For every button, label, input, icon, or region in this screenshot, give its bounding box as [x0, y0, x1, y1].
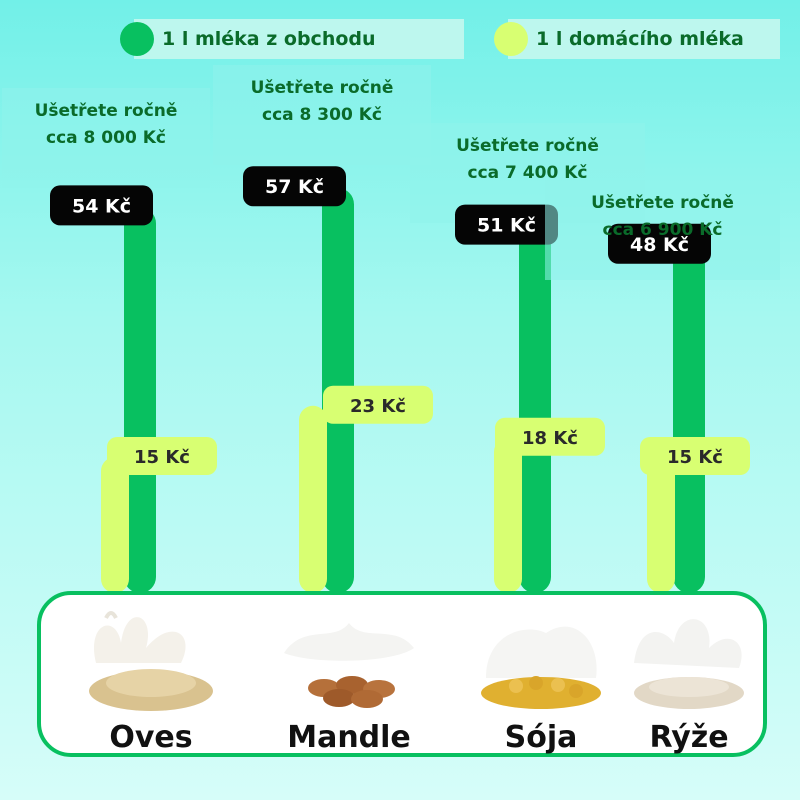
- annotation-box-0: [2, 88, 210, 188]
- price-pill-store-0: [50, 185, 153, 226]
- legend-home: 1 l domácího mléka: [494, 19, 780, 59]
- legend-store-swatch: [120, 22, 154, 56]
- price-label-home-1: 23 Kč: [350, 396, 406, 417]
- product-label-oats: Oves: [109, 720, 193, 755]
- savings-annotation-line1-1: Ušetřete ročně: [251, 78, 394, 98]
- oats-milk-splash-icon: [89, 611, 213, 711]
- product-label-almonds: Mandle: [287, 720, 411, 755]
- bar-home-2: [494, 437, 522, 593]
- price-pill-home-1: [323, 385, 433, 424]
- price-pill-store-1: [243, 166, 346, 207]
- price-label-home-2: 18 Kč: [522, 428, 578, 449]
- almond-milk-splash-icon: [284, 623, 414, 708]
- annotation-box-1: [213, 65, 431, 165]
- price-pill-home-3: [640, 437, 750, 475]
- product-label-rice: Rýže: [649, 720, 729, 755]
- legend-home-swatch: [494, 22, 528, 56]
- bar-home-0: [101, 457, 129, 593]
- product-rice: Rýže: [614, 603, 764, 753]
- price-pill-home-2: [495, 417, 605, 456]
- soy-milk-splash-icon: [481, 626, 601, 709]
- price-pill-store-2: [455, 204, 558, 245]
- price-label-store-2: 51 Kč: [477, 215, 536, 237]
- bar-store-3: [673, 245, 705, 594]
- savings-annotation-line1-0: Ušetřete ročně: [35, 101, 178, 121]
- savings-annotation-line2-2: cca 7 400 Kč: [468, 163, 588, 183]
- product-label-soy: Sója: [504, 720, 578, 755]
- price-pill-home-0: [107, 437, 217, 475]
- price-label-store-1: 57 Kč: [265, 176, 324, 198]
- product-soy: Sója: [461, 603, 621, 753]
- legend-store: 1 l mléka z obchodu: [120, 19, 464, 59]
- price-label-store-0: 54 Kč: [72, 195, 131, 217]
- bar-store-2: [519, 226, 551, 593]
- legend-home-label: 1 l domácího mléka: [536, 28, 744, 50]
- bar-home-3: [647, 457, 675, 593]
- product-almonds: Mandle: [259, 603, 439, 753]
- product-card: Oves Mandle Sója Rýže: [37, 591, 767, 757]
- price-label-home-3: 15 Kč: [667, 447, 723, 468]
- bar-store-0: [124, 207, 156, 593]
- savings-annotation-line2-1: cca 8 300 Kč: [262, 105, 382, 125]
- savings-annotation-line1-3: Ušetřete ročně: [591, 193, 734, 213]
- savings-annotation-line2-3: cca 6 900 Kč: [603, 220, 723, 240]
- product-oats: Oves: [71, 603, 231, 753]
- rice-milk-splash-icon: [634, 619, 744, 709]
- price-label-store-3: 48 Kč: [630, 234, 689, 256]
- price-pill-store-3: [608, 223, 711, 264]
- bar-home-1: [299, 405, 327, 593]
- savings-annotation-line2-0: cca 8 000 Kč: [46, 128, 166, 148]
- price-label-home-0: 15 Kč: [134, 447, 190, 468]
- savings-annotation-line1-2: Ušetřete ročně: [456, 136, 599, 156]
- legend-store-label: 1 l mléka z obchodu: [162, 28, 376, 50]
